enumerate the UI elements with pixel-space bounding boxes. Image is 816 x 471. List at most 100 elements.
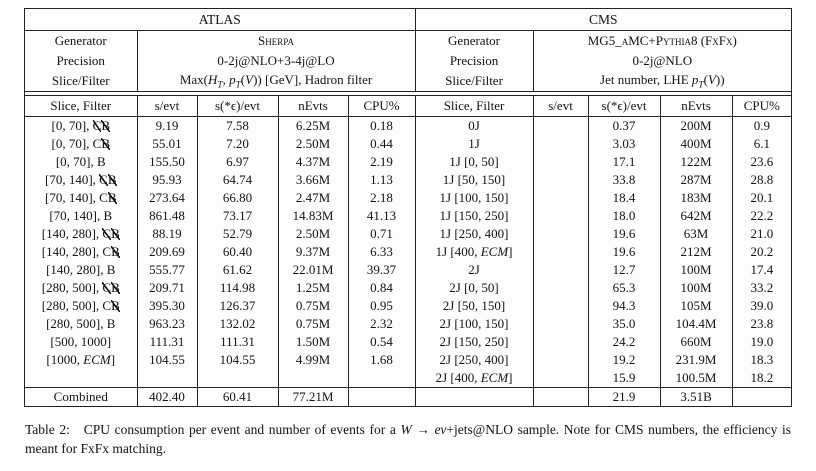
atlas-value-cell: 6.33 (347, 243, 416, 261)
atlas-value-cell: 273.64 (136, 189, 197, 207)
atlas-slice-cell: [140, 280], B (46, 262, 116, 277)
atlas-value-cell: 1.25M (277, 279, 348, 297)
atlas-value-cell: 132.02 (196, 315, 278, 333)
cms-value-cell: 100M (659, 279, 733, 297)
atlas-slice-filter-label: Slice/Filter (25, 71, 137, 92)
table-row: [0, 70], CB 9.19 7.58 6.25M 0.18 0J 0.37… (25, 116, 792, 135)
atlas-value-cell: 0.71 (347, 225, 416, 243)
atlas-value-cell (196, 369, 278, 388)
atlas-precision-value: 0-2j@NLO+3-4j@LO (136, 51, 416, 71)
cms-value-cell: 400M (659, 135, 733, 153)
atlas-precision-label: Precision (56, 53, 105, 68)
table-row: [280, 500], CB 209.71 114.98 1.25M 0.84 … (25, 279, 792, 297)
atlas-combined-value: 402.40 (136, 387, 197, 406)
cms-combined-label (414, 387, 534, 406)
atlas-generator-label: Generator (54, 33, 107, 48)
cms-value-cell (532, 189, 589, 207)
atlas-value-cell: 0.44 (347, 135, 416, 153)
atlas-slice-cell: [280, 500], B (46, 316, 116, 331)
cms-value-cell (532, 207, 589, 225)
atlas-slice-filter-value: Max(HT, pT(V)) [GeV], Hadron filter (136, 71, 416, 92)
slice-filter-row: Slice/Filter Max(HT, pT(V)) [GeV], Hadro… (25, 71, 792, 92)
cms-slice-cell: 2J [100, 150] (414, 315, 534, 333)
cms-value-cell: 23.6 (731, 153, 792, 171)
table-row: [0, 70], B 155.50 6.97 4.37M 2.19 1J [0,… (25, 153, 792, 171)
atlas-value-cell: 41.13 (347, 207, 416, 225)
atlas-value-cell: 1.13 (347, 171, 416, 189)
cms-value-cell (532, 243, 589, 261)
generator-row: Generator Sherpa Generator MG5_aMC+Pythi… (25, 30, 792, 51)
atlas-value-cell: 2.18 (347, 189, 416, 207)
atlas-value-cell: 2.47M (277, 189, 348, 207)
cms-value-cell: 6.1 (731, 135, 792, 153)
cms-value-cell (532, 153, 589, 171)
atlas-combined-value (347, 387, 416, 406)
atlas-value-cell: 2.32 (347, 315, 416, 333)
cms-slice-filter-label: Slice/Filter (414, 71, 534, 92)
cms-value-cell (532, 351, 589, 369)
column-header-cell: nEvts (277, 95, 348, 117)
atlas-value-cell: 6.25M (277, 116, 348, 135)
double-rule-gap (25, 91, 792, 96)
atlas-slice-cell: [70, 140], CB (44, 190, 117, 205)
atlas-value-cell: 55.01 (136, 135, 197, 153)
cms-slice-cell: 2J [250, 400] (414, 351, 534, 369)
cms-combined-value: 3.51B (659, 387, 733, 406)
cms-value-cell (532, 171, 589, 189)
cms-value-cell (532, 261, 589, 279)
cms-slice-cell: 2J [50, 150] (414, 297, 534, 315)
cms-combined-value: 21.9 (587, 387, 661, 406)
cms-slice-cell: 1J [150, 250] (414, 207, 534, 225)
atlas-slice-cell: [0, 70], CB (51, 118, 110, 133)
cms-value-cell: 20.1 (731, 189, 792, 207)
atlas-value-cell: 4.37M (277, 153, 348, 171)
atlas-value-cell: 0.54 (347, 333, 416, 351)
cms-value-cell: 63M (659, 225, 733, 243)
cms-generator-value: MG5_aMC+Pythia8 (FxFx) (532, 30, 792, 51)
cms-combined-value (532, 387, 589, 406)
cms-value-cell: 19.6 (587, 225, 661, 243)
cms-precision-label: Precision (414, 51, 534, 71)
cms-value-cell: 18.0 (587, 207, 661, 225)
cms-value-cell: 105M (659, 297, 733, 315)
table-row: [70, 140], CB 95.93 64.74 3.66M 1.13 1J … (25, 171, 792, 189)
atlas-slice-cell: [500, 1000] (50, 334, 112, 349)
atlas-value-cell: 861.48 (136, 207, 197, 225)
atlas-slice-cell: [70, 140], B (49, 208, 113, 223)
cms-slice-cell: 2J [400, ECM] (414, 369, 534, 388)
atlas-value-cell: 114.98 (196, 279, 278, 297)
cms-slice-cell: 2J [150, 250] (414, 333, 534, 351)
cms-value-cell (532, 297, 589, 315)
column-header-cell: Slice, Filter (25, 95, 137, 117)
cms-value-cell: 65.3 (587, 279, 661, 297)
atlas-value-cell: 0.84 (347, 279, 416, 297)
atlas-value-cell: 126.37 (196, 297, 278, 315)
cms-value-cell: 104.4M (659, 315, 733, 333)
cms-value-cell: 212M (659, 243, 733, 261)
cms-value-cell: 18.2 (731, 369, 792, 388)
atlas-value-cell: 104.55 (196, 351, 278, 369)
cms-slice-cell: 1J [100, 150] (414, 189, 534, 207)
atlas-value-cell: 52.79 (196, 225, 278, 243)
atlas-value-cell: 39.37 (347, 261, 416, 279)
cms-combined-value (731, 387, 792, 406)
atlas-slice-cell: [0, 70], B (55, 154, 106, 169)
cms-value-cell: 33.2 (731, 279, 792, 297)
cms-value-cell: 24.2 (587, 333, 661, 351)
cms-value-cell (532, 116, 589, 135)
cms-value-cell: 0.37 (587, 116, 661, 135)
atlas-value-cell: 4.99M (277, 351, 348, 369)
table-row: [70, 140], CB 273.64 66.80 2.47M 2.18 1J… (25, 189, 792, 207)
atlas-value-cell: 73.17 (196, 207, 278, 225)
cms-value-cell: 19.0 (731, 333, 792, 351)
table-row: 2J [400, ECM] 15.9 100.5M 18.2 (25, 369, 792, 388)
cms-slice-cell: 0J (414, 116, 534, 135)
atlas-value-cell: 2.50M (277, 135, 348, 153)
cms-value-cell: 35.0 (587, 315, 661, 333)
atlas-slice-cell: [140, 280], CB (41, 244, 120, 259)
atlas-value-cell: 22.01M (277, 261, 348, 279)
cms-value-cell: 200M (659, 116, 733, 135)
atlas-value-cell: 64.74 (196, 171, 278, 189)
atlas-value-cell: 6.97 (196, 153, 278, 171)
double-rule-spacer (25, 91, 792, 96)
